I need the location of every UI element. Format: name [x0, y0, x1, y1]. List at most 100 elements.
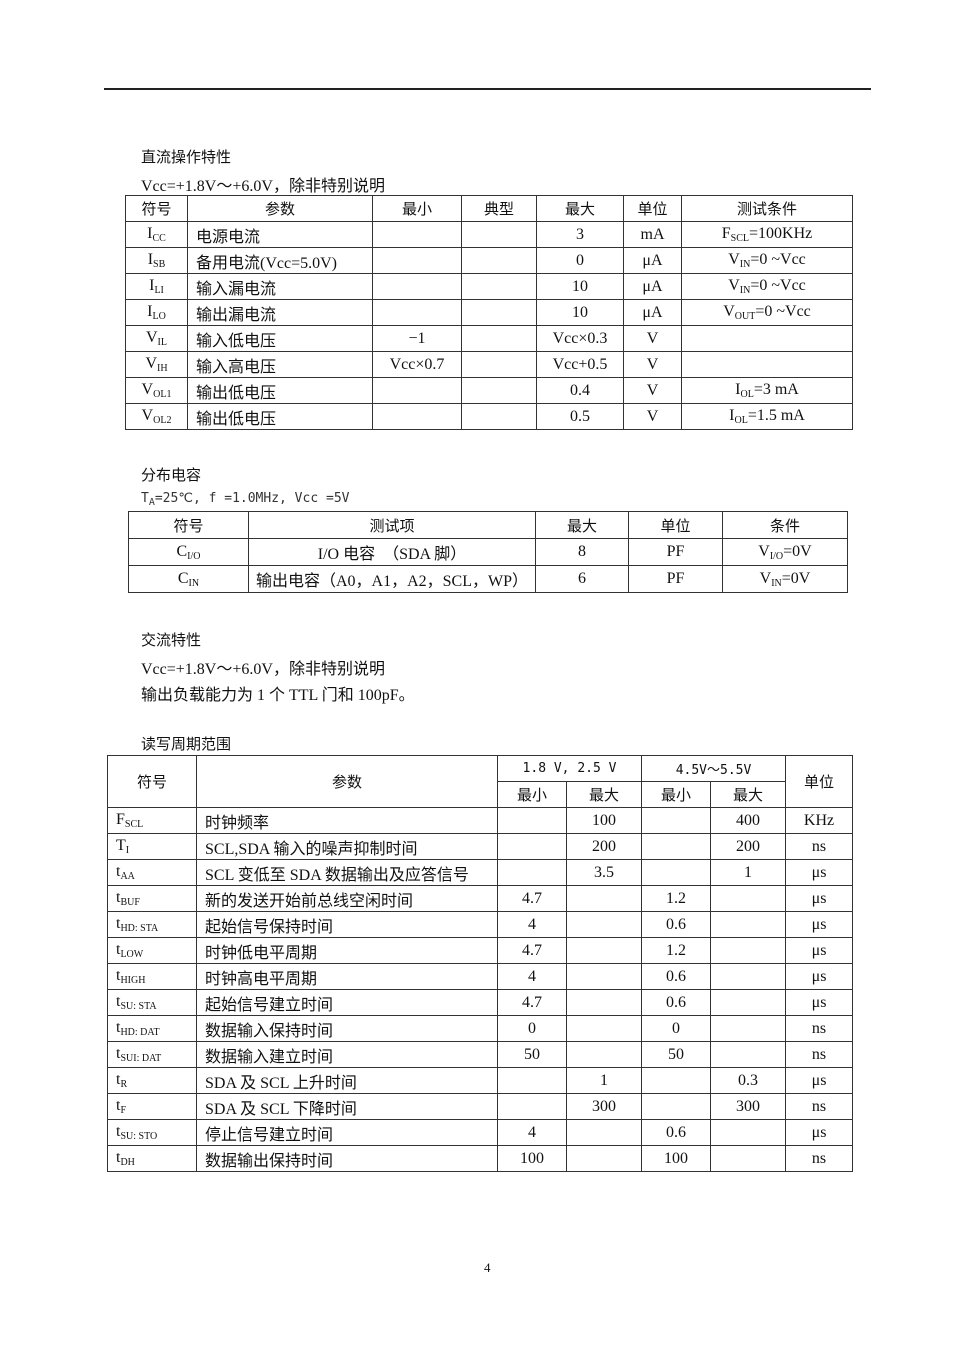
- symbol-cell: FSCL: [107, 807, 197, 834]
- condition-rest: =0 ~Vcc: [750, 251, 806, 268]
- symbol-subscript: IL: [157, 337, 167, 348]
- condition-cell: FSCL=100KHz: [681, 221, 853, 248]
- condition-cell: [681, 351, 853, 378]
- condition-subscript: IN: [771, 577, 782, 589]
- max1-cell: [565, 1145, 643, 1172]
- condition-cell: IOL=1.5 mA: [681, 403, 853, 430]
- condition-subscript: I/O: [769, 550, 784, 562]
- parameter-cell: SCL 变低至 SDA 数据输出及应答信号: [196, 859, 498, 886]
- typ-cell: [461, 247, 537, 274]
- ac-note-2: 输出负载能力为 1 个 TTL 门和 100pF。: [141, 687, 415, 704]
- cap-note: TA=25℃, f =1.0MHz, Vcc =5V: [141, 491, 349, 508]
- condition-subscript: OUT: [734, 311, 756, 322]
- symbol-subscript: OL1: [153, 389, 172, 400]
- symbol-subscript: AA: [120, 871, 135, 882]
- unit-cell: μs: [785, 1119, 854, 1146]
- max-cell: 3: [536, 221, 624, 248]
- min1-cell: 4.7: [497, 885, 567, 912]
- cap-note-rest: =25℃, f =1.0MHz, Vcc =5V: [154, 491, 350, 506]
- condition-cell: VIN=0 ~Vcc: [681, 247, 853, 274]
- condition-base: V: [723, 303, 735, 320]
- condition-rest: =100KHz: [749, 225, 813, 242]
- symbol-base: C: [177, 569, 189, 587]
- cap-header-2: 最大: [535, 511, 629, 539]
- condition-rest: =0V: [781, 569, 811, 587]
- min1-cell: 0: [497, 1015, 567, 1042]
- table-row: tHD: STA 起始信号保持时间 4 0.6 μs: [107, 911, 854, 938]
- min2-cell: [641, 1067, 712, 1094]
- symbol-cell: VIL: [125, 325, 188, 352]
- table-row: CIN 输出电容（A0，A1，A2，SCL，WP） 6 PF VIN=0V: [128, 565, 848, 593]
- parameter-cell: 电源电流: [187, 221, 373, 248]
- symbol-base: t: [116, 1123, 121, 1140]
- table-row: CI/O I/O 电容 （SDA 脚） 8 PF VI/O=0V: [128, 538, 848, 566]
- condition-rest: =3 mA: [753, 381, 799, 398]
- max-cell: 10: [536, 299, 624, 326]
- min-cell: [372, 299, 462, 326]
- symbol-base: t: [116, 1097, 121, 1114]
- unit-cell: μs: [785, 963, 854, 990]
- symbol-cell: ILO: [125, 299, 188, 326]
- max-cell: Vcc+0.5: [536, 351, 624, 378]
- symbol-cell: TI: [107, 833, 197, 860]
- rw-header-row-1: 符号 参数 1.8 V, 2.5 V 4.5V～5.5V 单位: [107, 755, 854, 808]
- cap-header-0: 符号: [128, 511, 249, 539]
- max2-cell: 0.3: [710, 1067, 787, 1094]
- unit-cell: μs: [785, 859, 854, 886]
- page-number: 4: [484, 1260, 491, 1275]
- symbol-base: F: [116, 811, 125, 828]
- min2-cell: [641, 1093, 712, 1120]
- max2-cell: [710, 911, 787, 938]
- max1-cell: [565, 911, 643, 938]
- min2-cell: [641, 807, 712, 834]
- condition-base: I: [735, 381, 741, 398]
- symbol-base: t: [116, 941, 121, 958]
- header-max-2: 最大: [710, 781, 787, 808]
- min2-cell: 0.6: [641, 989, 712, 1016]
- min1-cell: 4: [497, 1119, 567, 1146]
- min-cell: [372, 221, 462, 248]
- cap-header-3: 单位: [628, 511, 723, 539]
- max2-cell: [710, 989, 787, 1016]
- symbol-base: I: [149, 277, 155, 294]
- symbol-cell: VOL2: [125, 403, 188, 430]
- unit-cell: μA: [623, 247, 682, 274]
- table-row: tSU: STA 起始信号建立时间 4.7 0.6 μs: [107, 989, 854, 1016]
- table-row: VOL2 输出低电压 0.5 V IOL=1.5 mA: [125, 403, 853, 430]
- max1-cell: [565, 989, 643, 1016]
- symbol-cell: tHIGH: [107, 963, 197, 990]
- unit-cell: μs: [785, 885, 854, 912]
- max2-cell: [710, 963, 787, 990]
- dc-header-4: 最大: [536, 195, 624, 222]
- rw-header-row-2: 最小 最大 最小 最大: [108, 781, 853, 808]
- symbol-base: t: [116, 1019, 121, 1036]
- condition-subscript: IN: [739, 285, 751, 296]
- max1-cell: [565, 1041, 643, 1068]
- cap-header-row: 符号 测试项 最大 单位 条件: [128, 511, 848, 539]
- table-row: tHD: DAT 数据输入保持时间 0 0 ns: [107, 1015, 854, 1042]
- condition-subscript: OL: [734, 415, 748, 426]
- min-cell: [372, 247, 462, 274]
- parameter-cell: 起始信号保持时间: [196, 911, 498, 938]
- condition-base: V: [728, 277, 740, 294]
- table-row: tSU: STO 停止信号建立时间 4 0.6 μs: [107, 1119, 854, 1146]
- symbol-cell: tHD: DAT: [107, 1015, 197, 1042]
- min1-cell: 4: [497, 911, 567, 938]
- symbol-cell: tAA: [107, 859, 197, 886]
- symbol-cell: VIH: [125, 351, 188, 378]
- condition-base: V: [758, 542, 770, 560]
- dc-note: Vcc=+1.8V～+6.0V，除非特别说明: [141, 178, 385, 195]
- symbol-subscript: I: [125, 845, 130, 856]
- symbol-subscript: BUF: [120, 897, 140, 908]
- parameter-cell: 新的发送开始前总线空闲时间: [196, 885, 498, 912]
- parameter-cell: 输出低电压: [187, 403, 373, 430]
- max2-cell: 1: [710, 859, 787, 886]
- symbol-subscript: LI: [154, 285, 164, 296]
- symbol-base: C: [176, 542, 188, 560]
- typ-cell: [461, 273, 537, 300]
- parameter-cell: 数据输入建立时间: [196, 1041, 498, 1068]
- dc-header-6: 测试条件: [681, 195, 853, 222]
- condition-base: V: [728, 251, 740, 268]
- typ-cell: [461, 377, 537, 404]
- unit-cell: ns: [785, 1041, 854, 1068]
